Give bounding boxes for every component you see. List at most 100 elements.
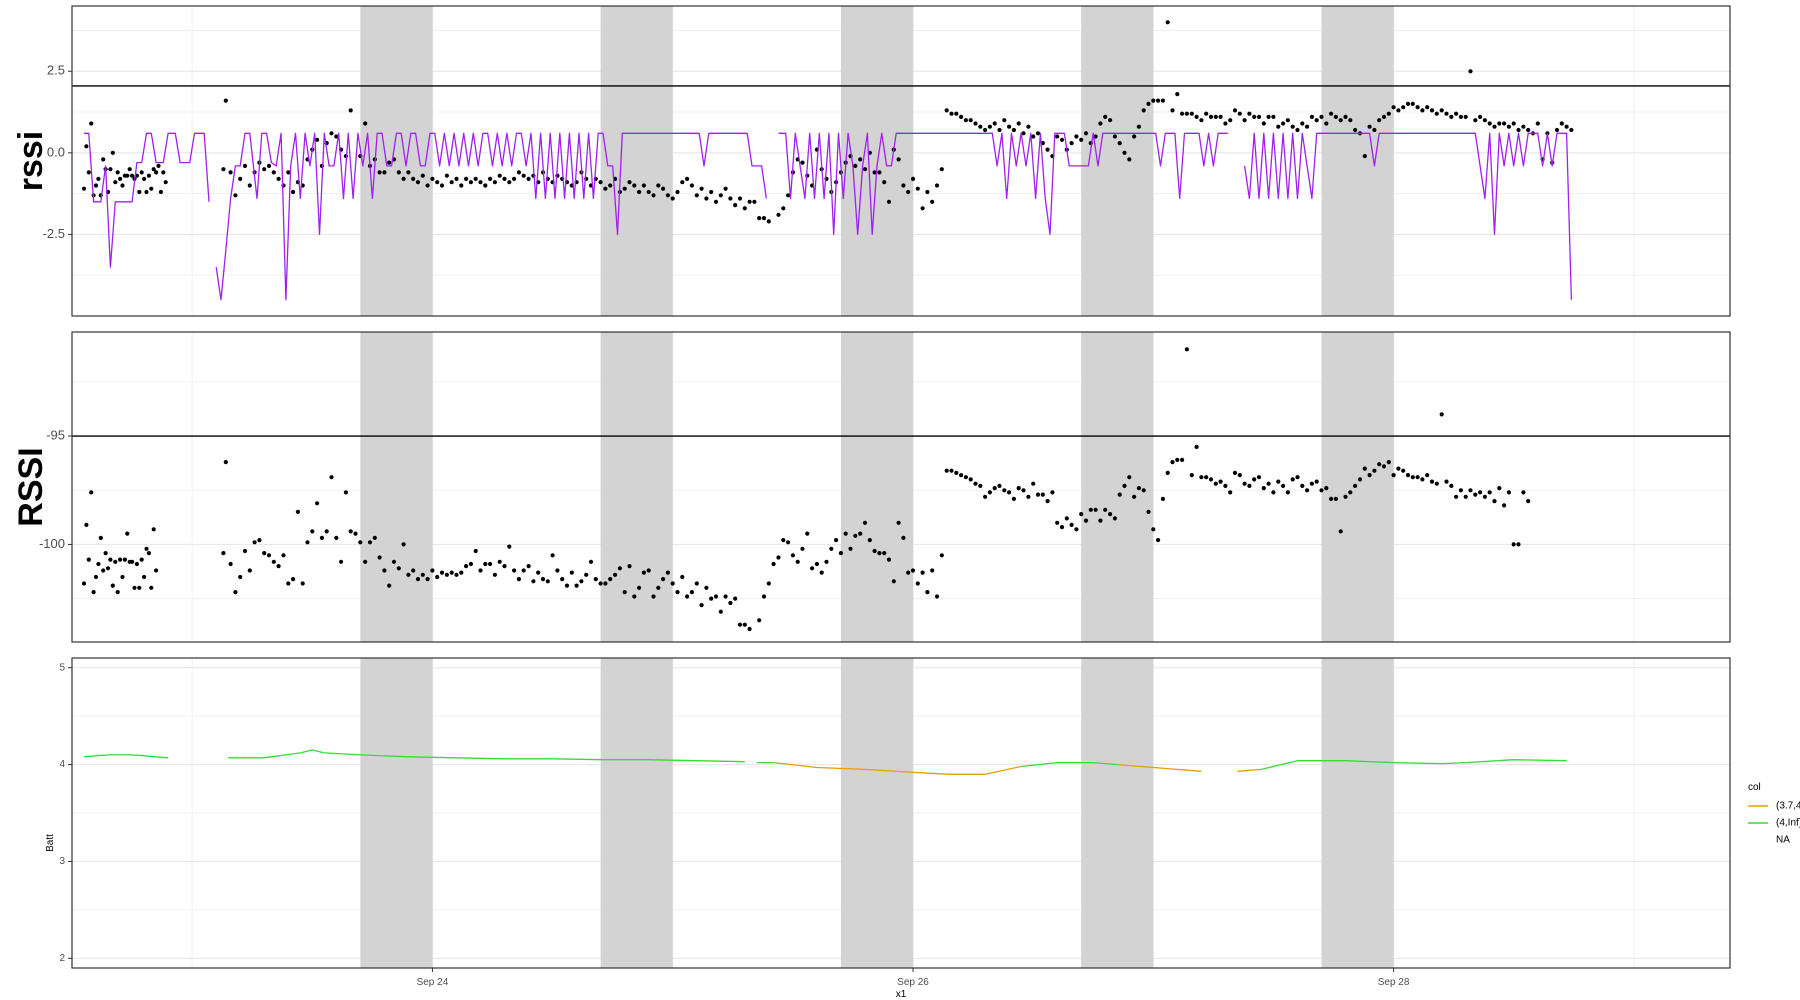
data-point	[800, 546, 805, 551]
data-point	[334, 134, 339, 139]
data-point	[1319, 114, 1324, 119]
data-point	[319, 535, 324, 541]
data-point	[478, 180, 483, 185]
data-point	[81, 581, 87, 586]
data-point	[435, 180, 440, 185]
data-point	[454, 572, 459, 577]
data-point	[968, 118, 973, 123]
data-point	[670, 581, 675, 586]
data-point	[276, 176, 281, 181]
data-point	[771, 561, 776, 567]
data-point	[1300, 483, 1305, 488]
data-point	[1122, 483, 1127, 488]
y-tick-label: 5	[59, 662, 65, 673]
data-point	[1482, 118, 1487, 123]
data-point	[608, 577, 613, 582]
data-point	[910, 176, 916, 181]
data-point	[339, 559, 344, 564]
data-point	[651, 594, 656, 599]
data-point	[1314, 479, 1319, 484]
data-point	[449, 570, 454, 575]
data-point	[221, 551, 226, 556]
y-tick-label: -100	[39, 536, 65, 551]
shaded-band	[840, 6, 914, 316]
data-point	[1016, 121, 1021, 126]
data-point	[627, 564, 632, 569]
data-point	[430, 568, 435, 573]
data-point	[127, 167, 132, 172]
data-point	[622, 590, 627, 595]
x-axis-title: x1	[896, 989, 907, 1000]
data-point	[1319, 488, 1324, 493]
data-point	[1506, 490, 1511, 495]
data-point	[805, 531, 810, 536]
data-point	[146, 551, 151, 556]
panel-border	[71, 5, 1731, 317]
data-point	[1391, 105, 1396, 110]
data-point	[934, 594, 940, 599]
data-point	[1305, 124, 1310, 129]
data-point	[1011, 127, 1017, 133]
data-point	[786, 193, 791, 198]
data-point	[656, 585, 661, 590]
data-point	[144, 189, 149, 195]
data-point	[891, 579, 896, 584]
series-line--4-Inf-	[1021, 761, 1118, 768]
shaded-band	[360, 658, 433, 968]
data-point	[1208, 477, 1214, 482]
data-point	[377, 555, 382, 560]
data-point	[1237, 111, 1242, 116]
shaded-band	[600, 658, 673, 968]
data-point	[382, 170, 387, 175]
y-tick-label: 0.0	[47, 144, 65, 159]
data-point	[944, 468, 949, 473]
data-point	[598, 180, 603, 185]
data-point	[1271, 490, 1276, 495]
data-point	[680, 574, 685, 580]
data-point	[387, 160, 392, 165]
data-point	[142, 176, 147, 181]
data-point	[1554, 127, 1560, 133]
data-point	[901, 183, 906, 188]
data-point	[987, 124, 993, 129]
data-point	[420, 572, 425, 577]
data-point	[96, 176, 101, 181]
data-point	[1309, 114, 1314, 119]
series-line--4-Inf-	[83, 754, 169, 759]
data-point	[603, 186, 608, 191]
data-point	[154, 568, 159, 573]
data-point	[1218, 114, 1223, 119]
data-point	[295, 509, 300, 514]
x-tick-label: Sep 28	[1378, 977, 1410, 988]
data-point	[228, 170, 233, 175]
x-tick-label: Sep 26	[897, 977, 929, 988]
data-point	[838, 551, 844, 556]
data-point	[1458, 488, 1463, 493]
data-point	[665, 193, 671, 198]
data-point	[151, 527, 156, 532]
data-point	[1127, 157, 1132, 162]
data-point	[1232, 108, 1238, 113]
data-point	[1338, 529, 1343, 534]
data-point	[120, 574, 125, 580]
data-point	[1377, 462, 1382, 467]
legend-title: col	[1748, 782, 1761, 793]
data-point	[1256, 114, 1262, 119]
data-point	[1117, 492, 1122, 497]
data-point	[588, 559, 594, 564]
data-point	[1232, 470, 1238, 475]
data-point	[579, 579, 584, 584]
y-tick-label: 2	[59, 953, 65, 964]
data-point	[564, 583, 570, 588]
data-point	[593, 577, 598, 582]
data-point	[420, 173, 425, 178]
data-point	[139, 557, 144, 562]
data-point	[1170, 108, 1175, 113]
data-point	[130, 173, 135, 178]
data-point	[516, 170, 522, 175]
data-point	[430, 176, 435, 181]
data-point	[115, 170, 120, 175]
data-point	[483, 561, 488, 567]
data-point	[521, 173, 526, 178]
data-point	[997, 483, 1002, 488]
